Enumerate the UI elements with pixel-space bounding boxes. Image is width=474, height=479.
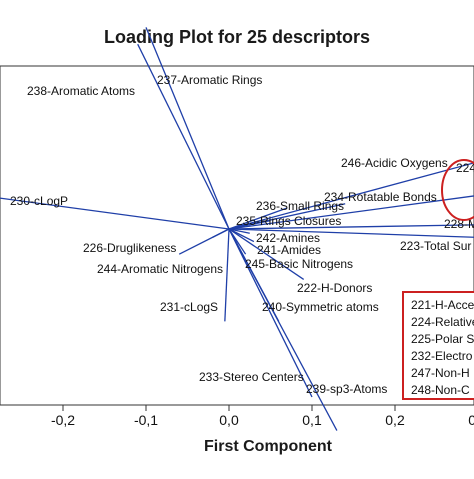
loading-vector bbox=[137, 43, 230, 230]
loading-vector bbox=[228, 162, 474, 230]
loading-vector bbox=[228, 228, 474, 238]
vector-label: 222-H-Donors bbox=[297, 281, 372, 295]
vector-label: 246-Acidic Oxygens bbox=[341, 156, 448, 170]
title-panel bbox=[0, 0, 474, 66]
vector-label: 235-Rings Closures bbox=[236, 214, 341, 228]
loading-vector bbox=[224, 228, 230, 322]
loading-vector bbox=[228, 228, 255, 243]
x-tick-label: -0,1 bbox=[134, 412, 158, 428]
vector-label: 231-cLogS bbox=[160, 300, 218, 314]
vector-label: 223-Total Sur bbox=[400, 239, 471, 253]
x-tick-label: 0,2 bbox=[385, 412, 405, 428]
legend-entry: 248-Non-C bbox=[411, 383, 470, 397]
vector-labels: 237-Aromatic Rings 238-Aromatic Atoms 230-… bbox=[10, 73, 474, 396]
vector-label: 245-Basic Nitrogens bbox=[245, 257, 353, 271]
highlight-legend: 221-H-Acce 224-Relative 225-Polar S 232-Ele… bbox=[402, 291, 474, 400]
loading-vector bbox=[212, 228, 230, 238]
x-tick-label: -0,2 bbox=[51, 412, 75, 428]
vector-label: 230-cLogP bbox=[10, 194, 68, 208]
x-tick-label: 0,0 bbox=[219, 412, 239, 428]
legend-entry: 225-Polar S bbox=[411, 332, 474, 346]
vector-label: 224 bbox=[456, 161, 474, 175]
x-axis-ticks: -0,2 -0,1 0,0 0,1 0,2 0,3 bbox=[51, 405, 474, 428]
x-tick-label: 0,3 bbox=[468, 412, 474, 428]
vector-label: 233-Stereo Centers bbox=[199, 370, 304, 384]
x-tick-label: 0,1 bbox=[302, 412, 322, 428]
vector-label: 240-Symmetric atoms bbox=[262, 300, 379, 314]
vector-label: 234-Rotatable Bonds bbox=[324, 190, 437, 204]
vector-label: 244-Aromatic Nitrogens bbox=[97, 262, 223, 276]
loading-vector bbox=[228, 228, 313, 398]
vector-label: 242-Amines bbox=[256, 231, 320, 245]
plot-area bbox=[0, 65, 474, 406]
vector-label: 237-Aromatic Rings bbox=[157, 73, 262, 87]
loading-vector bbox=[228, 228, 247, 255]
vector-label: 226-Druglikeness bbox=[83, 241, 176, 255]
loading-vector bbox=[228, 203, 346, 230]
vector-label: 236-Small Rings bbox=[256, 199, 344, 213]
vector-label: 241-Amides bbox=[257, 243, 321, 257]
chart-title: Loading Plot for 25 descriptors bbox=[104, 27, 370, 47]
x-axis-label: First Component bbox=[204, 438, 333, 455]
vector-label: 239-sp3-Atoms bbox=[306, 382, 387, 396]
loading-vector bbox=[228, 228, 280, 322]
loading-vector bbox=[228, 224, 474, 230]
legend-entry: 232-Electro bbox=[411, 349, 473, 363]
loading-vector bbox=[145, 27, 230, 230]
legend-entry: 224-Relative bbox=[411, 315, 474, 329]
legend-entry: 221-H-Acce bbox=[411, 298, 474, 312]
loading-vectors bbox=[0, 27, 474, 431]
loading-vector bbox=[0, 197, 230, 230]
loading-vector bbox=[228, 228, 305, 280]
highlight-ellipse bbox=[441, 159, 474, 221]
vector-label: 238-Aromatic Atoms bbox=[27, 84, 135, 98]
loading-vector bbox=[228, 195, 474, 230]
legend-entry: 247-Non-H bbox=[411, 366, 470, 380]
loading-vector bbox=[228, 207, 288, 230]
highlight-legend-box bbox=[402, 291, 474, 400]
